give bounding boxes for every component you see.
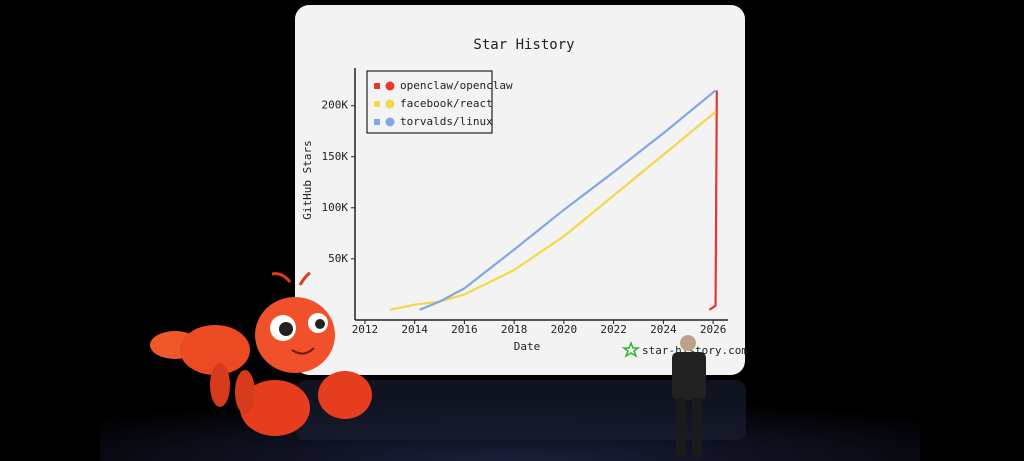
x-tick-label: 2012: [352, 323, 379, 336]
x-tick-label: 2014: [401, 323, 428, 336]
y-tick-label: 200K: [322, 99, 349, 112]
watermark: star-history.com: [642, 344, 748, 357]
series-line: [419, 89, 717, 311]
legend: openclaw/openclaw facebook/react torvalds/…: [366, 70, 513, 134]
x-tick-label: 2018: [501, 323, 528, 336]
y-tick-label: 100K: [322, 201, 349, 214]
x-tick-label: 2022: [600, 323, 627, 336]
y-tick-label: 50K: [328, 252, 348, 265]
lobster: [150, 271, 372, 436]
x-tick-label: 2024: [650, 323, 677, 336]
y-axis-label: GitHub Stars: [301, 140, 314, 219]
legend-swatch: [374, 83, 380, 89]
legend-label: torvalds/linux: [400, 115, 493, 128]
legend-swatch: [374, 119, 380, 125]
plot: 50K 100K 150K 200K 2012 2014 2016 2018 2020 2022 2…: [322, 89, 727, 336]
x-tick-label: 2026: [700, 323, 727, 336]
legend-swatch: [374, 101, 380, 107]
legend-avatar: [385, 99, 395, 109]
series-line: [389, 111, 717, 311]
x-axis-label: Date: [514, 340, 541, 353]
x-tick-label: 2020: [551, 323, 578, 336]
chart-title: Star History: [473, 37, 574, 53]
x-tick-label: 2016: [451, 323, 478, 336]
legend-avatar: [385, 117, 395, 127]
legend-label: facebook/react: [400, 97, 493, 110]
presenter: [672, 335, 706, 458]
series-line: [708, 90, 718, 311]
y-tick-label: 150K: [322, 150, 349, 163]
legend-label: openclaw/openclaw: [400, 79, 513, 92]
watermark-icon: [621, 340, 641, 358]
reflection: [296, 380, 746, 440]
legend-avatar: [385, 81, 395, 91]
